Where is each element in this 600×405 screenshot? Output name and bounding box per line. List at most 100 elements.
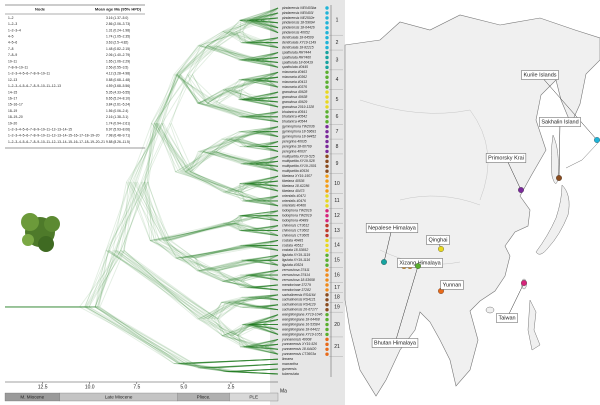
branch	[206, 45, 241, 61]
region-label: Primorsky Krai	[488, 155, 524, 161]
branch	[248, 59, 279, 68]
branch	[250, 343, 279, 348]
branch	[222, 79, 265, 91]
branch	[256, 195, 279, 202]
branch	[239, 138, 248, 147]
branch	[246, 286, 279, 291]
branch	[257, 79, 279, 83]
branch	[227, 215, 242, 224]
branch	[263, 126, 279, 133]
branch	[178, 358, 279, 364]
branch	[203, 138, 222, 152]
branch	[178, 45, 217, 75]
branch	[241, 79, 246, 90]
branch	[259, 163, 279, 167]
branch	[120, 181, 149, 251]
branch	[181, 151, 204, 173]
branch	[208, 318, 241, 337]
branch	[215, 151, 243, 165]
branch	[245, 116, 279, 123]
branch	[179, 45, 208, 75]
branch	[241, 59, 279, 63]
branch	[238, 131, 254, 140]
branch	[248, 343, 279, 348]
branch	[255, 324, 279, 330]
branch	[251, 346, 279, 350]
branch	[105, 250, 215, 320]
branch	[266, 225, 279, 231]
branch	[255, 71, 279, 81]
branch	[200, 270, 230, 282]
branch	[161, 122, 193, 173]
branch	[245, 183, 279, 187]
branch	[261, 343, 279, 348]
node-cell: 1–2–3–4–5–6–7–8–9–10–11–12–13–14–15–16–1…	[8, 140, 105, 144]
branch	[187, 74, 199, 104]
branch	[237, 324, 250, 336]
branch	[261, 96, 279, 100]
branch	[236, 280, 248, 288]
branch	[250, 160, 279, 165]
branch	[258, 274, 279, 281]
branch	[249, 269, 279, 276]
branch	[242, 280, 255, 288]
clade-label: 18	[334, 295, 340, 301]
tip-label: lodoiphora TW2016	[282, 209, 312, 213]
node-cell: 15–16–17	[8, 103, 23, 107]
region-dot	[325, 228, 329, 233]
branch	[250, 52, 279, 61]
branch	[262, 324, 279, 335]
branch	[157, 74, 178, 124]
branch	[251, 59, 279, 63]
branch	[232, 274, 250, 282]
branch	[222, 335, 243, 348]
branch	[201, 270, 223, 282]
branch	[177, 45, 208, 75]
branch	[225, 215, 266, 224]
branch	[189, 363, 219, 369]
branch	[252, 126, 279, 133]
branch	[247, 240, 279, 246]
branch	[261, 91, 279, 100]
location-dot	[521, 280, 527, 286]
branch	[259, 160, 279, 165]
branch	[144, 181, 157, 241]
branch	[249, 19, 279, 29]
branch	[217, 367, 240, 372]
branch	[227, 183, 248, 193]
branch	[239, 20, 242, 32]
tip-label: bhutanica 40544	[282, 120, 307, 124]
branch	[222, 31, 247, 44]
branch	[263, 304, 279, 308]
region-dot	[325, 199, 329, 203]
branch	[247, 175, 279, 185]
branch	[113, 181, 145, 251]
branch	[231, 215, 245, 224]
branch	[244, 7, 279, 21]
region-label: Sakhalin Island	[541, 119, 578, 125]
branch	[261, 306, 279, 311]
region-dot	[325, 95, 329, 99]
branch	[176, 244, 263, 259]
region-dot	[325, 248, 329, 253]
leaf	[38, 236, 54, 252]
clade-label: 21	[334, 344, 340, 350]
branch	[126, 122, 164, 183]
region-dot	[325, 129, 329, 134]
branch	[245, 79, 279, 88]
branch	[229, 296, 269, 303]
region-dot	[325, 139, 329, 144]
branch	[249, 346, 279, 350]
branch	[264, 76, 279, 81]
branch	[246, 37, 279, 44]
tree-sample	[5, 7, 279, 375]
branch	[253, 131, 279, 138]
branch	[120, 181, 136, 251]
branch	[232, 368, 279, 372]
branch	[258, 79, 279, 88]
branch	[179, 74, 199, 104]
branch	[264, 146, 279, 152]
branch	[240, 17, 279, 21]
branch	[109, 181, 149, 251]
branch	[256, 57, 279, 61]
